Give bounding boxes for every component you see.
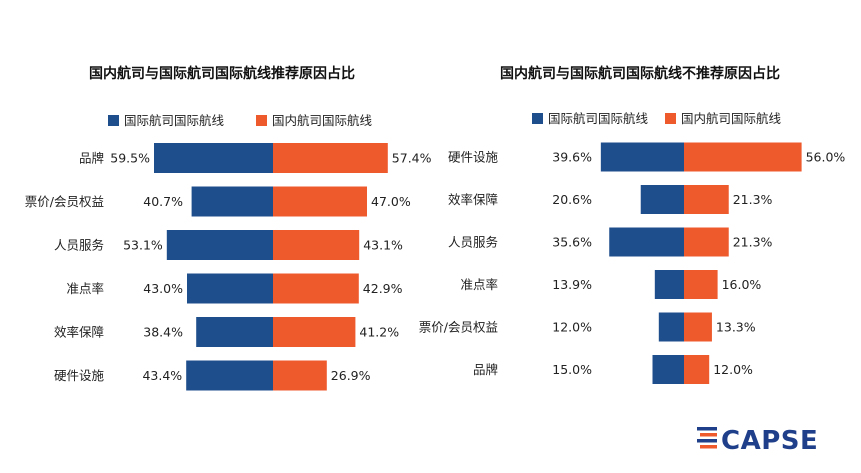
value-label-international: 43.0% [143,281,183,296]
bar-domestic [684,312,712,342]
legend-swatch-international [108,115,119,126]
value-label-international: 38.4% [143,325,183,340]
category-label: 硬件设施 [54,368,105,383]
logo-stripe [700,433,717,437]
category-label: 品牌 [79,151,104,166]
bar-international [166,230,273,260]
value-label-domestic: 47.0% [371,194,411,209]
value-label-international: 20.6% [552,192,592,207]
bar-international [187,273,273,304]
bar-domestic [273,230,360,260]
legend-label-international: 国际航司国际航线 [548,111,649,126]
bar-international [654,270,684,299]
value-label-international: 13.9% [552,277,592,292]
value-label-domestic: 56.0% [806,150,846,165]
value-label-domestic: 41.2% [359,325,399,340]
logo-stripe [697,427,717,431]
bar-domestic [273,143,388,173]
logo-wordmark: CAPSE [721,426,818,456]
bar-international [186,360,273,391]
bar-domestic [273,317,356,347]
value-label-domestic: 57.4% [392,151,432,166]
bar-domestic [684,270,718,299]
bar-international [196,317,273,347]
value-label-international: 35.6% [552,235,592,250]
value-label-domestic: 21.3% [733,192,773,207]
value-label-domestic: 43.1% [363,238,403,253]
value-label-international: 15.0% [552,362,592,377]
category-label: 硬件设施 [448,150,499,165]
chart-title-right: 国内航司与国际航司国际航线不推荐原因占比 [500,65,780,82]
bar-domestic [684,142,802,172]
bar-domestic [684,185,729,214]
category-label: 品牌 [473,362,498,377]
logo-stripe [697,439,717,443]
chart-title-left: 国内航司与国际航司国际航线推荐原因占比 [89,65,355,82]
category-label: 票价/会员权益 [419,320,498,335]
category-label: 准点率 [460,277,498,292]
category-label: 人员服务 [448,235,498,250]
category-label: 票价/会员权益 [25,194,104,209]
value-label-domestic: 13.3% [716,320,756,335]
bar-international [600,142,684,172]
bar-domestic [273,186,367,217]
value-label-international: 59.5% [110,151,150,166]
legend-swatch-international [532,113,543,124]
legend-swatch-domestic [665,113,676,124]
bar-domestic [684,355,710,384]
value-label-international: 40.7% [143,194,183,209]
value-label-international: 43.4% [142,368,182,383]
category-label: 效率保障 [448,192,498,207]
bar-international [652,355,684,384]
bar-international [191,186,273,217]
legend-swatch-domestic [256,115,267,126]
category-label: 准点率 [66,281,104,296]
legend-label-domestic: 国内航司国际航线 [681,111,782,126]
bar-domestic [273,360,327,391]
bar-international [658,312,684,342]
value-label-domestic: 42.9% [363,281,403,296]
bar-international [154,143,273,173]
bar-international [640,185,684,214]
bar-domestic [273,273,359,304]
value-label-domestic: 12.0% [713,362,753,377]
value-label-domestic: 21.3% [733,235,773,250]
category-label: 人员服务 [54,238,104,253]
value-label-international: 12.0% [552,320,592,335]
value-label-domestic: 16.0% [722,277,762,292]
value-label-domestic: 26.9% [331,368,371,383]
capse-logo: CAPSE [697,426,818,456]
bar-domestic [684,227,729,257]
legend-label-domestic: 国内航司国际航线 [272,113,373,128]
logo-stripe [700,445,717,449]
value-label-international: 53.1% [123,238,163,253]
legend-label-international: 国际航司国际航线 [124,113,225,128]
value-label-international: 39.6% [552,150,592,165]
bar-international [609,227,684,257]
category-label: 效率保障 [54,325,104,340]
